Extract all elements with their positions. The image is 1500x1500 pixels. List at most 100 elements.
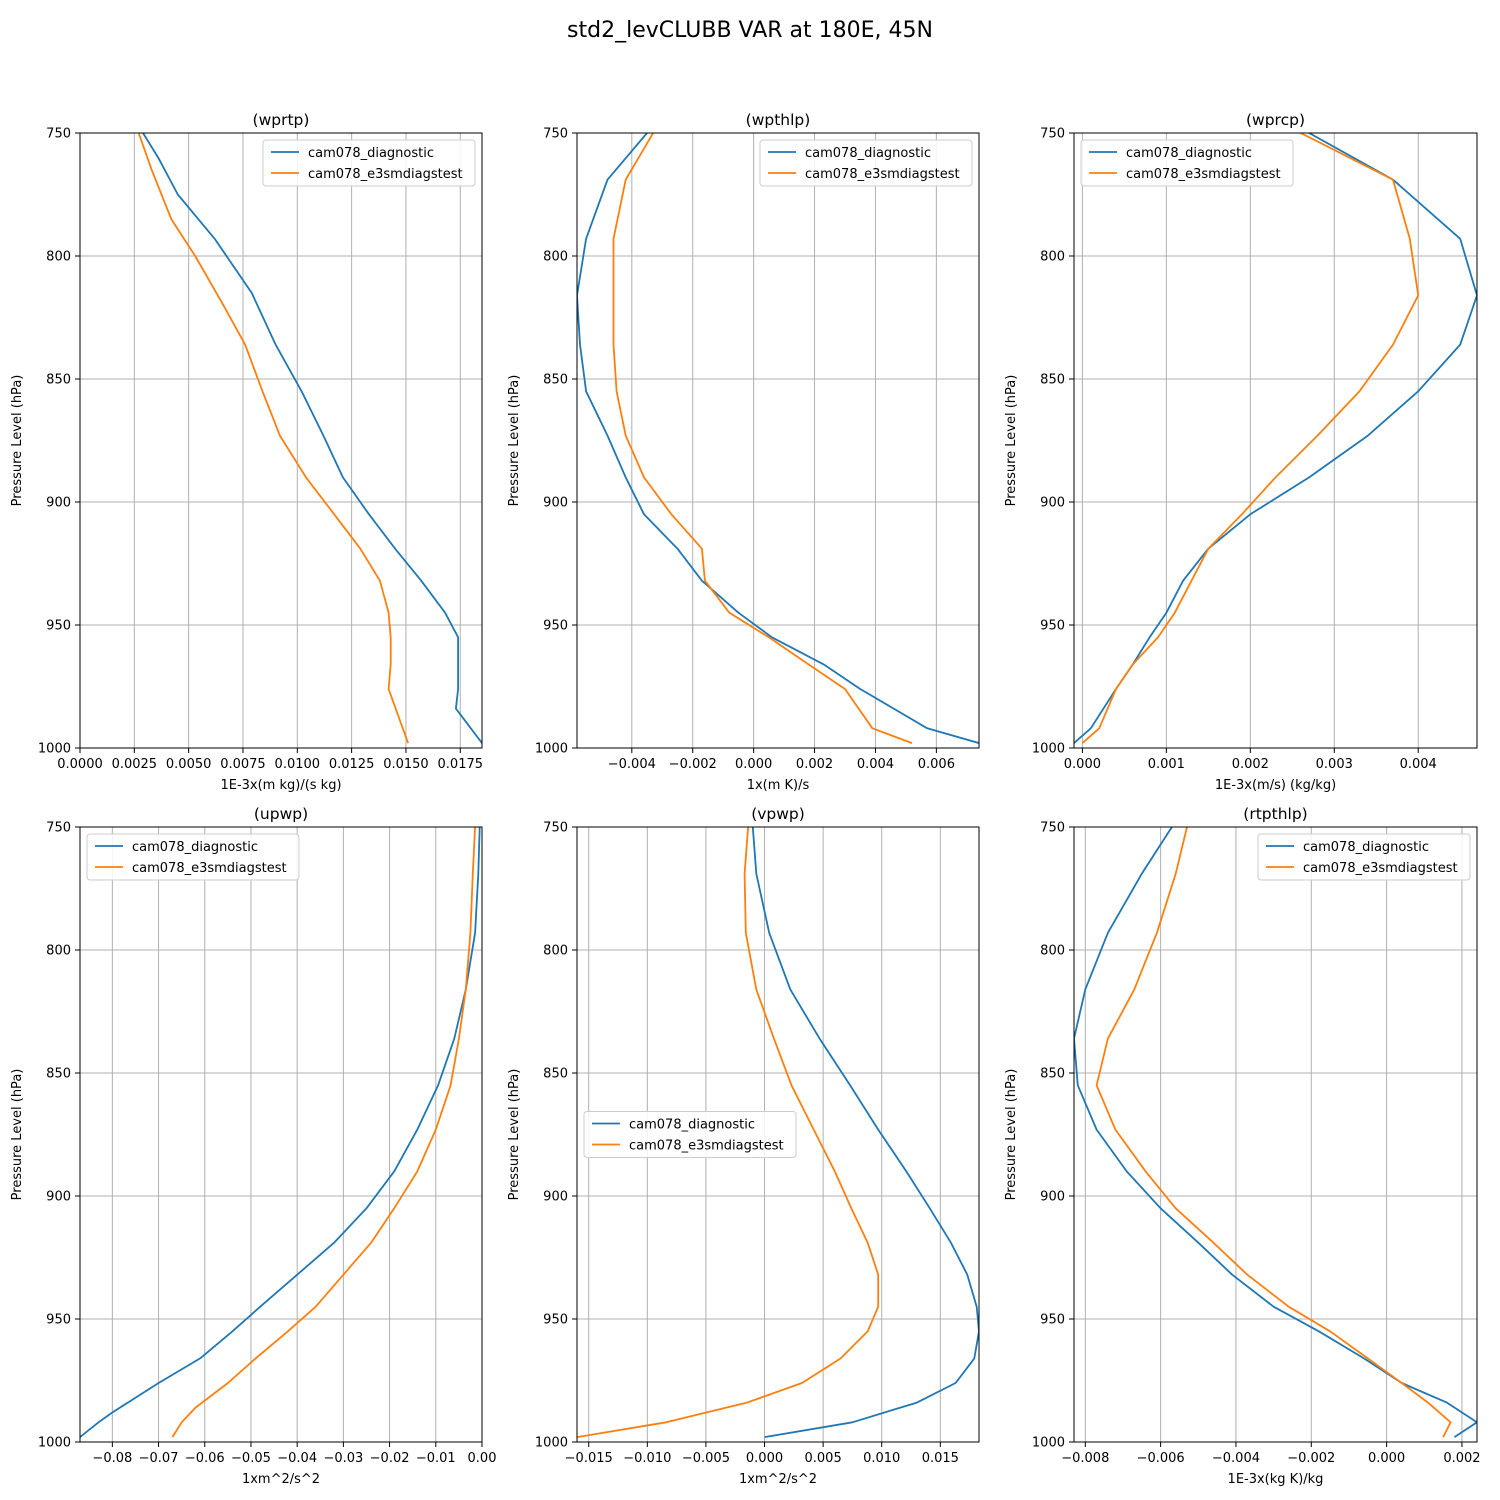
x-tick-label: 0.000 <box>1368 1451 1405 1466</box>
y-tick-label: 800 <box>46 944 71 959</box>
subplot-title: (upwp) <box>254 805 308 823</box>
series-line-2 <box>137 133 409 744</box>
y-tick-label: 850 <box>1040 1067 1065 1082</box>
x-axis-label: 1xm^2/s^2 <box>242 1472 320 1487</box>
legend-label-2: cam078_e3smdiagstest <box>805 167 960 182</box>
x-tick-label: −0.005 <box>682 1451 730 1466</box>
y-tick-label: 800 <box>1040 250 1065 265</box>
x-tick-label: −0.07 <box>139 1451 179 1466</box>
legend-label-1: cam078_diagnostic <box>1303 840 1429 855</box>
y-tick-label: 950 <box>1040 619 1065 634</box>
axes-frame <box>576 132 980 749</box>
x-tick-label: −0.06 <box>185 1451 225 1466</box>
x-tick-label: −0.010 <box>623 1451 671 1466</box>
legend-label-2: cam078_e3smdiagstest <box>308 167 463 182</box>
legend-label-2: cam078_e3smdiagstest <box>629 1139 784 1154</box>
y-tick-label: 950 <box>1040 1313 1065 1328</box>
x-tick-label: 0.000 <box>735 757 772 772</box>
x-tick-label: 0.003 <box>1316 757 1353 772</box>
x-tick-label: −0.002 <box>1287 1451 1335 1466</box>
y-axis-label: Pressure Level (hPa) <box>507 375 522 507</box>
x-tick-label: −0.015 <box>565 1451 613 1466</box>
series-line-2 <box>1095 827 1452 1438</box>
y-tick-label: 750 <box>46 127 71 142</box>
axes-frame <box>79 132 483 749</box>
legend-box <box>1080 139 1294 187</box>
legend-label-2: cam078_e3smdiagstest <box>1303 861 1458 876</box>
series-line-1 <box>142 133 482 744</box>
series-line-1 <box>751 827 979 1438</box>
y-tick-label: 800 <box>46 250 71 265</box>
series-group <box>1074 827 1477 1438</box>
y-tick-label: 800 <box>543 250 568 265</box>
legend-box <box>583 1111 797 1158</box>
x-axis-label: 1E-3x(m/s) (kg/kg) <box>1215 778 1336 793</box>
x-tick-label: 0.004 <box>857 757 894 772</box>
x-tick-label: 0.015 <box>922 1451 959 1466</box>
x-tick-label: 0.0175 <box>438 757 484 772</box>
x-tick-label: 0.000 <box>746 1451 783 1466</box>
x-axis-label: 1E-3x(kg K)/kg <box>1228 1472 1324 1487</box>
series-group <box>137 133 482 744</box>
y-tick-label: 850 <box>543 1067 568 1082</box>
y-tick-label: 750 <box>543 127 568 142</box>
subplot-title: (wpthlp) <box>746 111 811 129</box>
y-tick-label: 900 <box>1040 1190 1065 1205</box>
legend: cam078_diagnostic cam078_e3smdiagstest <box>759 139 973 187</box>
x-tick-label: 0.0150 <box>383 757 429 772</box>
y-tick-label: 950 <box>46 619 71 634</box>
axes-frame <box>1073 826 1478 1443</box>
x-tick-label: 0.0075 <box>220 757 266 772</box>
series-line-1 <box>1074 827 1477 1438</box>
y-tick-label: 800 <box>543 944 568 959</box>
x-tick-label: 0.0100 <box>275 757 321 772</box>
series-line-2 <box>171 827 476 1438</box>
x-tick-label: 0.00 <box>468 1451 497 1466</box>
y-tick-label: 900 <box>543 1190 568 1205</box>
series-line-1 <box>577 133 979 744</box>
x-tick-label: −0.04 <box>277 1451 317 1466</box>
series-group <box>577 133 979 744</box>
axes-frame <box>1073 132 1478 749</box>
y-tick-label: 750 <box>543 821 568 836</box>
y-axis-label: Pressure Level (hPa) <box>10 1069 25 1201</box>
series-line-2 <box>577 827 880 1438</box>
legend-label-1: cam078_diagnostic <box>805 146 931 161</box>
subplot-title: (rtpthlp) <box>1243 805 1307 823</box>
legend: cam078_diagnostic cam078_e3smdiagstest <box>86 833 300 881</box>
y-tick-label: 850 <box>46 373 71 388</box>
axes-frame <box>576 826 980 1443</box>
figure-title: std2_levCLUBB VAR at 180E, 45N <box>567 18 933 43</box>
x-tick-label: −0.03 <box>323 1451 363 1466</box>
y-tick-label: 950 <box>543 619 568 634</box>
legend: cam078_diagnostic cam078_e3smdiagstest <box>583 1111 797 1158</box>
y-tick-label: 1000 <box>535 1436 568 1451</box>
x-tick-label: −0.004 <box>1212 1451 1260 1466</box>
x-tick-label: 0.0050 <box>166 757 212 772</box>
y-tick-label: 1000 <box>1032 742 1065 757</box>
y-tick-label: 900 <box>1040 496 1065 511</box>
x-tick-label: 0.002 <box>1443 1451 1480 1466</box>
subplot-6: −0.008 −0.006 −0.004 −0.002 0.000 0.002 750 800… <box>1004 805 1481 1487</box>
subplot-title: (vpwp) <box>751 805 805 823</box>
subplot-4: −0.08 −0.07 −0.06 −0.05 −0.04 −0.03 −0.02 −0.01… <box>10 805 496 1487</box>
x-tick-label: −0.002 <box>669 757 717 772</box>
y-tick-label: 850 <box>1040 373 1065 388</box>
x-tick-label: 0.004 <box>1400 757 1437 772</box>
x-axis-label: 1E-3x(m kg)/(s kg) <box>220 778 341 793</box>
legend-label-1: cam078_diagnostic <box>629 1118 755 1133</box>
y-tick-label: 750 <box>1040 821 1065 836</box>
legend: cam078_diagnostic cam078_e3smdiagstest <box>1257 833 1471 881</box>
legend-box <box>262 139 476 187</box>
series-line-2 <box>612 133 913 744</box>
axes-frame <box>79 826 483 1443</box>
x-tick-label: −0.004 <box>608 757 656 772</box>
series-group <box>80 827 481 1438</box>
y-axis-label: Pressure Level (hPa) <box>507 1069 522 1201</box>
subplot-3: 0.000 0.001 0.002 0.003 0.004 750 800 850 900 950… <box>1004 111 1478 793</box>
subplot-title: (wprcp) <box>1246 111 1305 129</box>
y-tick-label: 800 <box>1040 944 1065 959</box>
subplot-1: 0.0000 0.0025 0.0050 0.0075 0.0100 0.0125 0.01… <box>10 111 483 793</box>
